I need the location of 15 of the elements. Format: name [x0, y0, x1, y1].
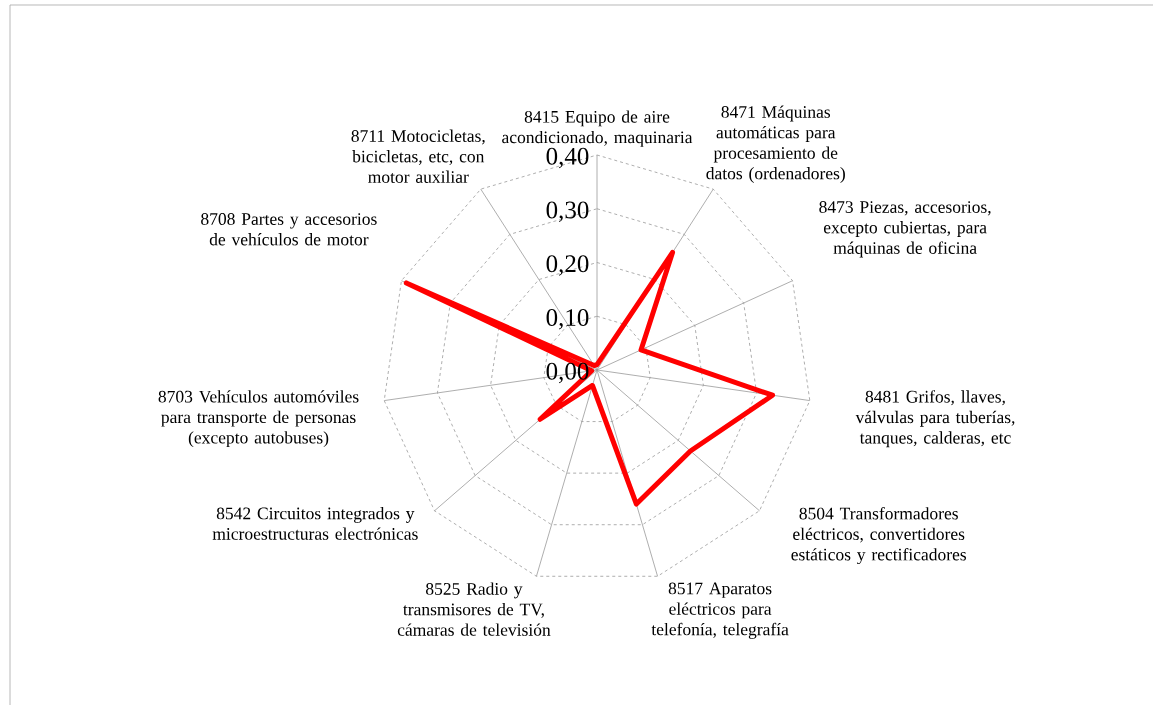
y-tick-label: 0,30	[546, 201, 589, 222]
y-tick-label: 0,10	[546, 309, 589, 330]
spoke-label: 8473 Piezas, accesorios, excepto cubiertas, para máquinas de oficina	[819, 201, 991, 258]
y-tick-label: 0,20	[546, 255, 589, 276]
spoke-label: 8542 Circuitos integrados y microestructuras electrónicas	[212, 507, 418, 540]
spoke-label: 8481 Grifos, llaves, válvulas para tuberías, tanques, calderas, etc	[855, 390, 1015, 448]
spoke-label: 8525 Radio y transmisores de TV, cámaras de televisión	[397, 582, 551, 636]
spoke-label: 8504 Transformadores eléctricos, convertidores estáticos y rectificadores	[791, 507, 967, 565]
spoke-label: 8517 Aparatos eléctricos para telefonía, telegrafía	[651, 582, 789, 639]
spoke-label: 8703 Vehículos automóviles para transporte de personas (excepto autobuses)	[158, 390, 359, 448]
y-tick-label: 0,40	[546, 147, 589, 169]
spoke-label: 8471 Máquinas automáticas para procesamiento de datos (ordenadores)	[706, 105, 845, 183]
spoke-label: 8708 Partes y accesorios de vehículos de motor	[201, 213, 377, 246]
spoke-label: 8711 Motocicletas, bicicletas, etc, con motor auxiliar	[351, 129, 485, 183]
spoke-label: 8415 Equipo de aire acondicionado, maquinaria	[502, 110, 693, 147]
